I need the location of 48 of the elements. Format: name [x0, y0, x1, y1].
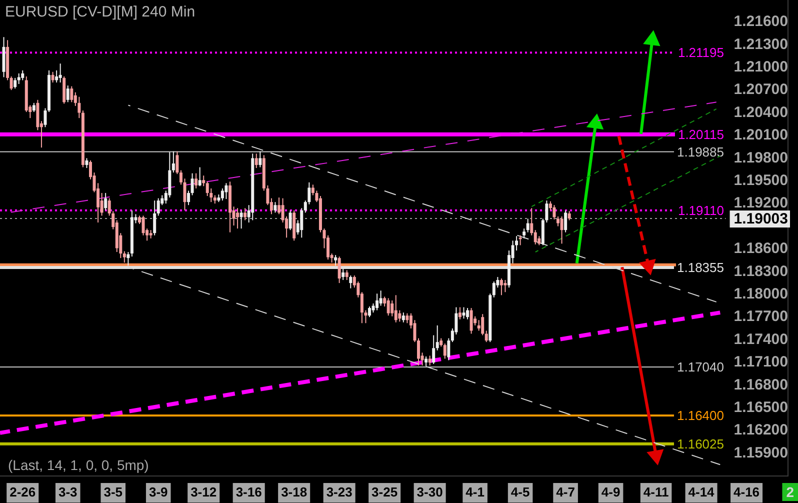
- x-tick-label: 4-9: [601, 484, 620, 500]
- y-tick-label: 1.17100: [734, 354, 788, 371]
- ref-line-label: 1.19110: [678, 202, 724, 218]
- y-tick-label: 1.21300: [734, 36, 788, 53]
- y-tick-label: 1.16800: [734, 376, 788, 394]
- ref-line-label: 1.20115: [678, 126, 724, 142]
- y-tick-label: 1.16200: [734, 422, 788, 439]
- y-tick-label: 1.20100: [734, 126, 788, 144]
- text: 2: [786, 484, 794, 500]
- y-tick-label: 1.19200: [734, 194, 788, 212]
- x-tick-label: 3-23: [326, 484, 352, 500]
- y-tick-label: 1.17700: [734, 308, 788, 326]
- y-tick-label: 1.20700: [734, 81, 788, 98]
- x-tick-label: 4-1: [466, 484, 484, 500]
- y-tick-label: 1.18600: [734, 240, 788, 258]
- y-tick-label: 1.21600: [734, 13, 788, 30]
- annotation: (Last, 14, 1, 0, 0, 5mp): [8, 456, 149, 473]
- x-tick-label: 3-5: [104, 484, 123, 500]
- x-tick-label: 4-7: [556, 484, 575, 500]
- y-tick-label: 1.16500: [734, 399, 788, 416]
- y-tick-label: 1.20400: [734, 104, 788, 121]
- chart-title: EURUSD [CV-D][M] 240 Min: [5, 4, 196, 21]
- x-tick-label: 3-30: [416, 484, 443, 500]
- x-tick-label: 4-11: [643, 484, 669, 500]
- x-tick-label: 2-26: [10, 484, 36, 500]
- x-tick-label: 4-16: [734, 484, 760, 500]
- ref-line-label: 1.21195: [678, 45, 724, 60]
- x-tick-label: 3-3: [58, 484, 78, 500]
- y-tick-label: 1.18000: [734, 286, 788, 303]
- x-tick-label: 4-5: [510, 484, 530, 500]
- y-tick-label: 1.17400: [734, 330, 788, 348]
- y-tick-label: 1.18300: [734, 262, 788, 280]
- x-tick-label: 3-12: [190, 484, 217, 500]
- x-tick-label: 4-14: [688, 484, 716, 500]
- y-tick-label: 1.21000: [734, 58, 788, 76]
- x-tick-label: 3-25: [372, 484, 398, 500]
- ref-line-label: 1.16025: [677, 436, 724, 452]
- y-tick-label: 1.19800: [734, 149, 788, 166]
- x-tick-label: 3-16: [236, 484, 262, 500]
- ref-line-label: 1.16400: [677, 408, 724, 424]
- y-tick-label: 1.19500: [734, 172, 788, 190]
- ref-line-label: 1.19003: [734, 210, 788, 228]
- x-tick-label: 3-9: [148, 484, 168, 500]
- ref-line-label: 1.19885: [677, 144, 724, 160]
- y-tick-label: 1.15900: [734, 444, 788, 462]
- x-tick-label: 3-18: [281, 484, 308, 500]
- ref-line-label: 1.17040: [677, 360, 724, 375]
- ref-line-label: 1.18355: [677, 260, 724, 276]
